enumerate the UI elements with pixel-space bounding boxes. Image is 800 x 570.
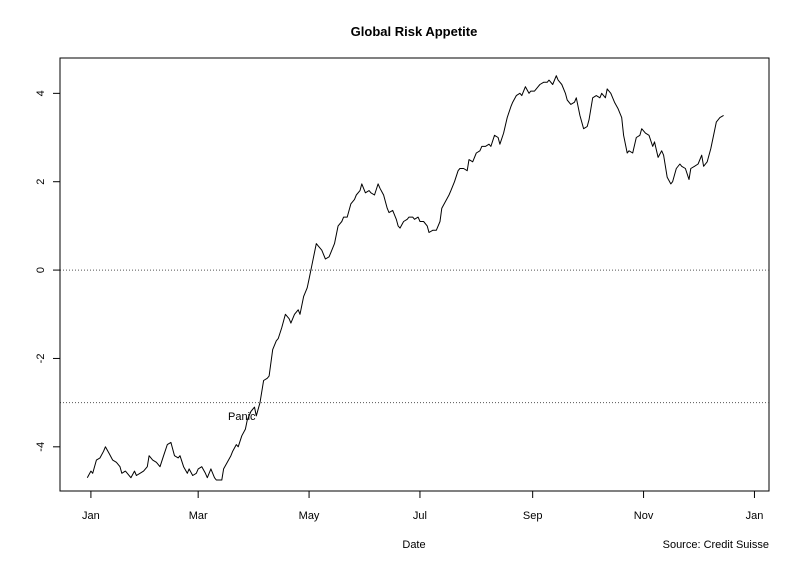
x-tick-label: Mar [189,510,208,522]
x-tick-label: Nov [634,510,654,522]
y-tick-label: -2 [35,354,47,364]
y-tick-label: -4 [35,442,47,452]
chart-title: Global Risk Appetite [351,24,478,39]
y-axis: -4 -2 0 2 4 [35,90,61,452]
x-tick-label: May [299,510,320,522]
reference-lines [60,269,769,404]
x-axis: Jan Mar May Jul Sep Nov Jan [82,490,764,522]
y-tick-label: 2 [35,179,47,185]
x-tick-label: Jul [413,510,427,522]
panic-annotation: Panic [228,411,256,423]
x-tick-label: Sep [523,510,543,522]
series-group [86,75,724,481]
x-axis-label: Date [402,539,425,551]
y-tick-label: 4 [35,90,47,96]
x-tick-label: Jan [746,510,764,522]
x-tick-label: Jan [82,510,100,522]
y-tick-label: 0 [35,267,47,273]
series-line [86,75,724,481]
plot-frame [59,57,770,492]
source-note: Source: Credit Suisse [663,539,769,551]
